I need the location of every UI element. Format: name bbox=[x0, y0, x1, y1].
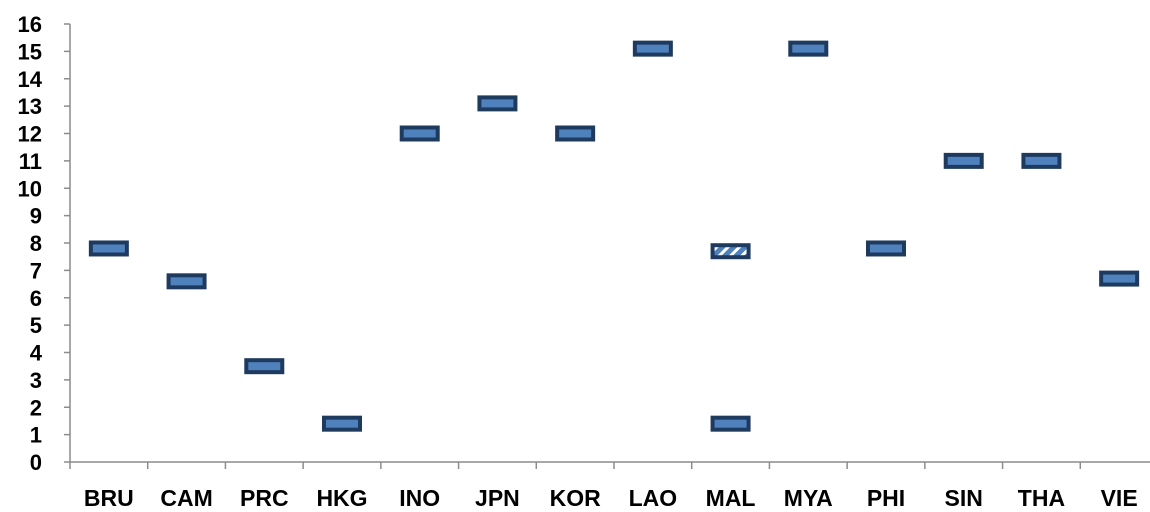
data-marker-lao-series-1 bbox=[632, 40, 673, 57]
y-tick-label: 5 bbox=[30, 313, 42, 338]
y-tick-label: 8 bbox=[30, 231, 42, 256]
y-tick-label: 12 bbox=[18, 122, 42, 147]
y-tick-label: 14 bbox=[18, 67, 43, 92]
data-marker-mal-series-1 bbox=[710, 415, 751, 432]
y-tick-label: 1 bbox=[30, 423, 42, 448]
y-tick-label: 13 bbox=[18, 94, 42, 119]
y-tick-label: 10 bbox=[18, 176, 42, 201]
y-tick-label: 4 bbox=[30, 341, 43, 366]
x-tick-label: INO bbox=[399, 485, 440, 511]
y-tick-label: 16 bbox=[18, 12, 42, 37]
x-axis: BRU CAM PRC HKG INO JPN KOR LAO MAL MYA PHI SIN THA V… bbox=[69, 461, 1150, 511]
data-marker-kor-series-1 bbox=[555, 125, 596, 142]
x-tick-label: THA bbox=[1018, 485, 1065, 511]
y-tick-label: 7 bbox=[30, 258, 42, 283]
x-tick-label: MYA bbox=[784, 485, 833, 511]
data-marker-hkg-series-1 bbox=[322, 415, 362, 432]
x-tick-label: SIN bbox=[945, 485, 983, 511]
data-marker-vie-series-1 bbox=[1099, 270, 1140, 287]
x-tick-label: CAM bbox=[160, 485, 212, 511]
y-tick-label: 3 bbox=[30, 368, 42, 393]
data-markers bbox=[88, 40, 1140, 432]
x-tick-label: KOR bbox=[550, 485, 602, 511]
x-tick-label: VIE bbox=[1101, 485, 1138, 511]
x-tick-label: PRC bbox=[240, 485, 289, 511]
data-marker-cam-series-1 bbox=[166, 273, 207, 290]
x-tick-label: MAL bbox=[706, 485, 756, 511]
y-tick-label: 0 bbox=[30, 450, 42, 475]
x-tick-label: LAO bbox=[629, 485, 678, 511]
x-tick-label: BRU bbox=[84, 485, 134, 511]
data-marker-mya-series-1 bbox=[788, 40, 829, 57]
y-tick-label: 2 bbox=[30, 395, 42, 420]
data-marker-mal-series-2 bbox=[710, 243, 751, 260]
data-marker-prc-series-1 bbox=[244, 358, 285, 375]
y-tick-label: 11 bbox=[19, 149, 42, 174]
x-tick-label: HKG bbox=[316, 485, 367, 511]
x-tick-label: JPN bbox=[475, 485, 520, 511]
data-marker-ino-series-1 bbox=[399, 125, 440, 142]
data-marker-phi-series-1 bbox=[866, 240, 906, 257]
x-ticks: BRU CAM PRC HKG INO JPN KOR LAO MAL MYA PHI SIN THA V… bbox=[69, 462, 1138, 511]
data-marker-bru-series-1 bbox=[88, 240, 129, 257]
data-marker-jpn-series-1 bbox=[477, 95, 518, 112]
y-tick-label: 15 bbox=[18, 39, 42, 64]
y-tick-label: 9 bbox=[30, 204, 42, 229]
data-marker-tha-series-1 bbox=[1021, 152, 1062, 169]
y-tick-label: 6 bbox=[30, 286, 42, 311]
x-tick-label: PHI bbox=[867, 485, 905, 511]
data-marker-sin-series-1 bbox=[943, 152, 984, 169]
